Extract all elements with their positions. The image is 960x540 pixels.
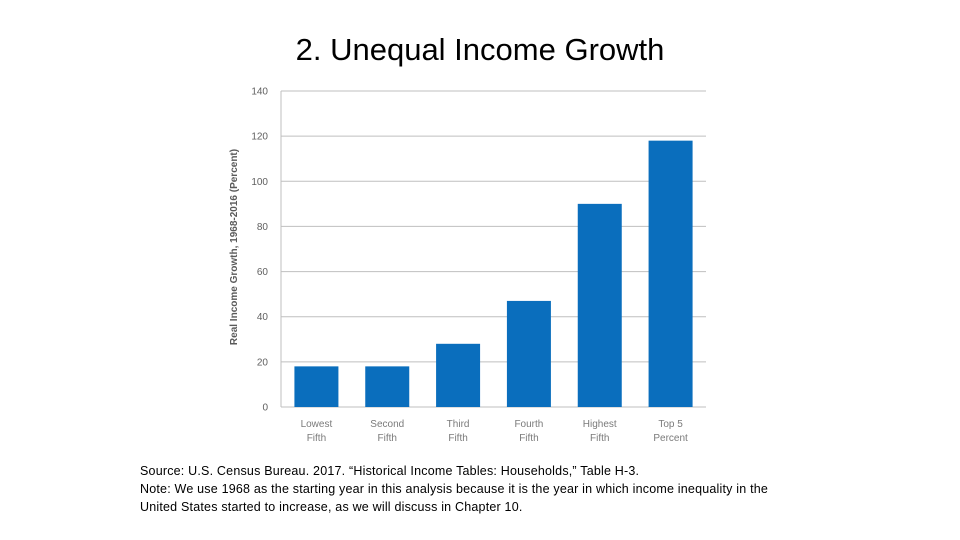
bar — [577, 203, 622, 407]
source-line: Source: U.S. Census Bureau. 2017. “Histo… — [140, 464, 640, 478]
slide-title: 2. Unequal Income Growth — [295, 32, 665, 67]
note-line-1: Note: We use 1968 as the starting year i… — [140, 482, 769, 496]
x-category-label: Highest — [583, 419, 617, 430]
y-tick-label: 0 — [262, 403, 268, 414]
y-axis-label: Real Income Growth, 1968-2016 (Percent) — [229, 149, 240, 345]
y-axis-ticks: 0 20 40 60 80 100 120 140 — [251, 87, 268, 414]
y-tick-label: 120 — [251, 132, 268, 143]
x-category-label: Fifth — [378, 433, 397, 444]
x-axis-categories: Lowest Fifth Second Fifth Third Fifth Fourth Fi… — [301, 419, 688, 444]
x-category-label: Fifth — [519, 433, 538, 444]
x-category-label: Percent — [653, 433, 688, 444]
bar — [648, 140, 693, 407]
x-category-label: Fourth — [514, 419, 543, 430]
bar — [506, 300, 551, 407]
x-category-label: Lowest — [301, 419, 333, 430]
bar — [365, 366, 410, 407]
y-tick-label: 20 — [257, 357, 269, 368]
x-category-label: Top 5 — [658, 419, 683, 430]
y-tick-label: 60 — [257, 267, 269, 278]
bar — [294, 366, 339, 407]
x-category-label: Second — [370, 419, 404, 430]
bar — [436, 343, 481, 407]
x-category-label: Fifth — [307, 433, 326, 444]
gridlines — [280, 90, 706, 408]
x-category-label: Fifth — [448, 433, 467, 444]
note-line-2: United States started to increase, as we… — [140, 500, 523, 514]
y-tick-label: 100 — [251, 177, 268, 188]
bars — [294, 140, 693, 407]
y-tick-label: 40 — [257, 312, 269, 323]
x-category-label: Third — [447, 419, 470, 430]
source-caption: Source: U.S. Census Bureau. 2017. “Histo… — [140, 462, 900, 516]
y-tick-label: 80 — [257, 222, 269, 233]
y-tick-label: 140 — [251, 87, 268, 98]
x-category-label: Fifth — [590, 433, 609, 444]
